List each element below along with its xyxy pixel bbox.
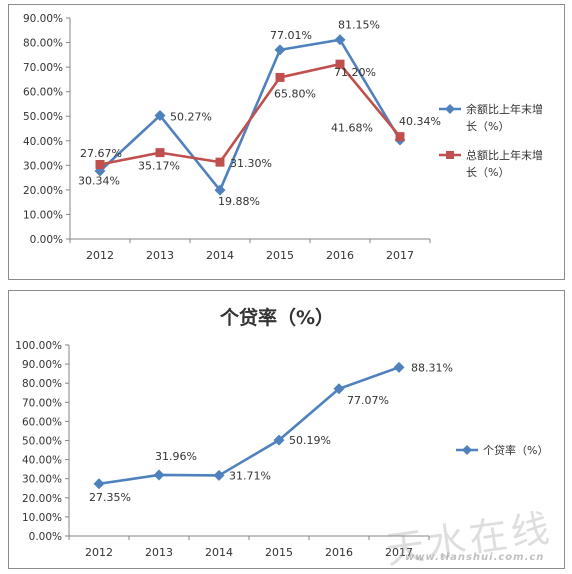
growth-series-1-point <box>95 159 105 169</box>
growth-x-tick-label: 2013 <box>146 249 174 262</box>
growth-y-tick-label: 90.00% <box>23 13 63 25</box>
loan-ratio-y-tick-label: 30.00% <box>22 474 62 486</box>
loan-ratio-series-0-point <box>273 434 285 446</box>
loan-ratio-y-tick-label: 0.00% <box>29 531 62 543</box>
loan-ratio-series-0-data-label: 77.07% <box>347 394 389 407</box>
loan-ratio-series-0-point <box>93 478 105 490</box>
growth-series-0-point <box>154 110 166 122</box>
growth-series-1-point <box>395 132 405 142</box>
growth-series-0-data-label: 81.15% <box>338 19 380 32</box>
loan-ratio-y-tick-label: 50.00% <box>22 436 62 448</box>
growth-y-tick-label: 50.00% <box>23 111 63 123</box>
growth-series-1-data-label: 71.20% <box>334 66 376 79</box>
loan-ratio-x-tick-label: 2015 <box>265 546 293 559</box>
growth-series-0-data-label: 77.01% <box>270 29 312 42</box>
growth-series-0-data-label: 19.88% <box>218 195 260 208</box>
growth-series-0-data-label: 40.34% <box>399 115 441 128</box>
growth-x-tick-label: 2014 <box>206 249 234 262</box>
loan-ratio-y-tick-label: 90.00% <box>22 359 62 371</box>
growth-series-1-point <box>275 72 285 82</box>
growth-x-tick-label: 2012 <box>86 249 114 262</box>
growth-series-0-data-label: 27.67% <box>80 147 122 160</box>
growth-series-1-data-label: 65.80% <box>274 87 316 100</box>
growth-x-tick-label: 2017 <box>386 249 414 262</box>
loan-ratio-x-tick-label: 2013 <box>145 546 173 559</box>
growth-series-1-data-label: 41.68% <box>331 122 373 135</box>
growth-series-1-point <box>215 157 225 167</box>
loan-ratio-series-0-data-label: 88.31% <box>411 361 453 374</box>
growth-series-0-point <box>214 184 226 196</box>
growth-series-0-point <box>334 34 346 46</box>
loan-ratio-x-tick-label: 2016 <box>325 546 353 559</box>
loan-ratio-y-tick-label: 100.00% <box>15 340 62 352</box>
growth-x-tick-label: 2016 <box>326 249 354 262</box>
loan-ratio-series-0-point <box>393 361 405 373</box>
growth-series-1-data-label: 30.34% <box>78 174 120 187</box>
loan-ratio-series-0-point <box>153 469 165 481</box>
growth-y-tick-label: 70.00% <box>23 62 63 74</box>
growth-legend-label: 长（%） <box>466 166 509 179</box>
loan-ratio-x-tick-label: 2012 <box>85 546 113 559</box>
loan-ratio-chart-svg: 个贷率（%） 0.00% 10.00% 20.00% 30.00% 40.00% 50.00… <box>15 306 548 559</box>
loan-ratio-series-0-data-label: 27.35% <box>89 491 131 504</box>
loan-ratio-x-tick-label: 2017 <box>385 546 413 559</box>
loan-ratio-series-0-data-label: 50.19% <box>289 434 331 447</box>
loan-ratio-y-tick-label: 60.00% <box>22 416 62 428</box>
growth-series-0-data-label: 50.27% <box>170 111 212 124</box>
growth-series-1-data-label: 35.17% <box>138 160 180 173</box>
growth-series-1-point <box>155 148 165 158</box>
growth-y-tick-label: 40.00% <box>23 136 63 148</box>
loan-ratio-y-tick-label: 80.00% <box>22 378 62 390</box>
growth-y-tick-label: 20.00% <box>23 185 63 197</box>
growth-series-1-data-label: 31.30% <box>230 157 272 170</box>
growth-y-tick-label: 80.00% <box>23 38 63 50</box>
growth-series-1-line <box>99 62 402 166</box>
loan-ratio-x-tick-label: 2014 <box>205 546 233 559</box>
loan-ratio-series-0-point <box>333 383 345 395</box>
chart-panel-growth: 0.00% 10.00% 20.00% 30.00% 40.00% 50.00% 60.00… <box>8 4 565 280</box>
growth-legend-label: 长（%） <box>466 120 509 133</box>
chart-panel-loan-ratio: 个贷率（%） 0.00% 10.00% 20.00% 30.00% 40.00% 50.00… <box>8 290 565 569</box>
growth-y-tick-label: 0.00% <box>30 234 63 246</box>
growth-series-1-point <box>335 59 345 69</box>
growth-y-tick-label: 30.00% <box>23 160 63 172</box>
loan-ratio-legend-label: 个贷率（%） <box>483 443 548 457</box>
growth-legend-marker <box>445 104 455 114</box>
growth-y-tick-label: 60.00% <box>23 87 63 99</box>
growth-x-tick-label: 2015 <box>266 249 294 262</box>
growth-legend-label: 总额比上年末增 <box>466 148 543 162</box>
watermark-url: www.tianshui.com.cn <box>405 552 545 563</box>
growth-y-tick-label: 10.00% <box>23 209 63 221</box>
loan-ratio-y-tick-label: 20.00% <box>22 493 62 505</box>
loan-ratio-series-0-point <box>213 469 225 481</box>
loan-ratio-series-0-data-label: 31.71% <box>229 469 271 482</box>
loan-ratio-y-tick-label: 40.00% <box>22 455 62 467</box>
loan-ratio-y-tick-label: 70.00% <box>22 397 62 409</box>
loan-ratio-y-tick-label: 10.00% <box>22 512 62 524</box>
growth-legend-marker <box>446 151 454 159</box>
loan-ratio-series-0-line <box>98 366 400 486</box>
loan-ratio-series-0-data-label: 31.96% <box>155 450 197 463</box>
growth-legend-label: 余额比上年末增 <box>466 102 543 116</box>
growth-series-0-point <box>274 44 286 56</box>
loan-ratio-legend-marker <box>462 445 472 455</box>
loan-ratio-chart-title: 个贷率（%） <box>219 306 334 329</box>
growth-chart-svg: 0.00% 10.00% 20.00% 30.00% 40.00% 50.00% 60.00… <box>23 13 543 262</box>
